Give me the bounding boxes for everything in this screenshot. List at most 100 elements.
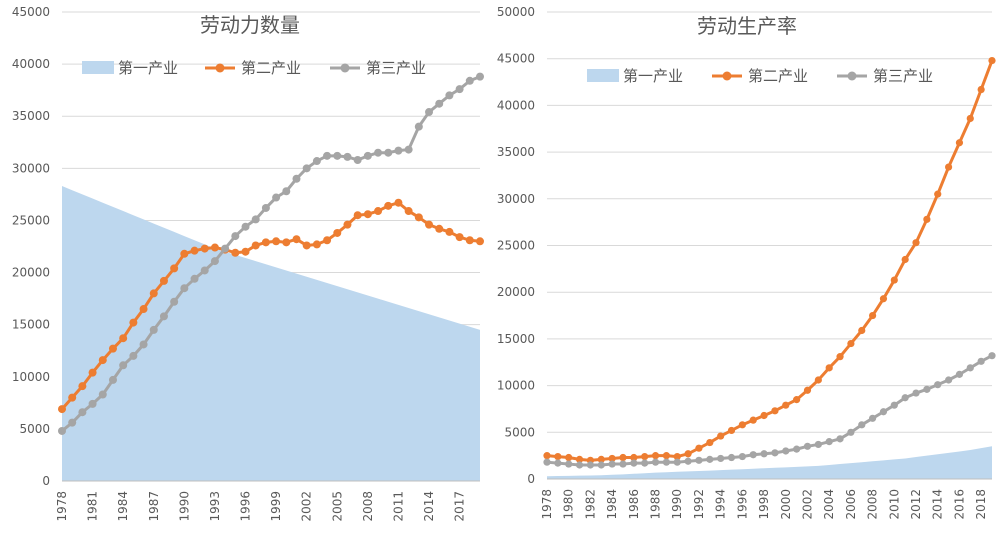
data-point: [190, 246, 199, 255]
x-tick-label: 1982: [583, 489, 597, 520]
data-point: [749, 451, 757, 459]
legend-item: 第三产业: [837, 67, 933, 85]
data-point: [78, 408, 87, 417]
data-point: [988, 352, 996, 360]
data-point: [282, 187, 291, 196]
x-tick-label: 2008: [361, 491, 375, 522]
data-point: [159, 312, 168, 321]
x-tick-label: 1980: [562, 489, 576, 520]
y-tick-label: 30000: [12, 161, 50, 175]
data-point: [231, 248, 240, 257]
line-series-1: [58, 198, 484, 414]
data-point: [782, 401, 790, 409]
x-tick-label: 1987: [147, 491, 161, 522]
x-tick-label: 1981: [86, 491, 100, 522]
chart-panel-labor-productivity: 0 5000 10000 15000 20000 25000 30000 35000 40000…: [492, 0, 1000, 545]
x-tick-label: 1978: [540, 489, 554, 520]
data-point: [180, 249, 189, 258]
data-point: [292, 235, 301, 244]
data-point: [445, 227, 454, 236]
y-tick-label: 5000: [504, 425, 535, 439]
data-point: [68, 393, 77, 402]
y-tick-label: 5000: [19, 422, 50, 436]
y-tick-label: 10000: [497, 379, 535, 393]
data-point: [200, 244, 209, 253]
data-point: [630, 459, 638, 467]
data-point: [414, 213, 423, 222]
data-point: [210, 257, 219, 266]
data-point: [384, 148, 393, 157]
y-tick-label: 10000: [12, 370, 50, 384]
data-point: [651, 458, 660, 466]
legend-marker: [847, 71, 857, 81]
data-point: [955, 370, 964, 378]
data-point: [608, 454, 616, 463]
data-point: [619, 453, 627, 462]
data-point: [695, 444, 703, 452]
data-point: [241, 247, 250, 256]
series-0: [547, 446, 992, 479]
data-point: [323, 236, 332, 245]
data-point: [139, 340, 148, 349]
data-point: [738, 452, 746, 461]
data-point: [353, 211, 362, 220]
line-series-1: [543, 56, 996, 464]
x-tick-label: 2011: [391, 491, 405, 522]
data-point: [717, 432, 725, 440]
chart-title: 劳动生产率: [697, 14, 797, 38]
data-point: [374, 148, 383, 157]
data-point: [782, 447, 790, 455]
x-tick-label: 2018: [974, 489, 988, 520]
data-point: [78, 382, 87, 391]
data-point: [706, 455, 714, 463]
data-point: [966, 364, 974, 372]
data-point: [923, 385, 931, 393]
data-point: [912, 239, 920, 247]
data-point: [988, 56, 996, 65]
data-point: [180, 284, 189, 293]
data-point: [749, 416, 757, 424]
data-point: [836, 353, 844, 361]
data-point: [88, 368, 97, 377]
legend-label: 第二产业: [241, 59, 301, 77]
x-tick-label: 1992: [692, 489, 706, 520]
data-point: [543, 458, 551, 466]
data-point: [879, 295, 888, 303]
data-point: [68, 418, 77, 427]
gridlines: [547, 11, 992, 480]
data-point: [944, 163, 953, 171]
y-tick-label: 30000: [497, 192, 535, 206]
data-point: [251, 241, 260, 250]
data-point: [343, 220, 352, 229]
y-tick-label: 25000: [497, 239, 535, 253]
y-tick-label: 15000: [12, 318, 50, 332]
data-point: [404, 145, 413, 154]
y-tick-label: 45000: [12, 5, 50, 19]
data-point: [159, 276, 168, 285]
y-tick-label: 35000: [497, 145, 535, 159]
data-point: [608, 460, 616, 468]
data-point: [149, 289, 158, 298]
data-point: [170, 264, 179, 273]
data-point: [261, 203, 270, 212]
data-point: [282, 238, 291, 247]
legend-item: 第三产业: [330, 59, 426, 77]
data-point: [88, 399, 97, 408]
data-point: [825, 364, 833, 372]
chart-title: 劳动力数量: [200, 13, 300, 37]
data-point: [869, 311, 877, 320]
data-point: [923, 215, 931, 223]
data-point: [272, 193, 281, 202]
data-point: [312, 157, 321, 166]
data-point: [858, 421, 866, 429]
data-point: [847, 428, 855, 436]
data-point: [977, 357, 985, 365]
line-series-2: [58, 72, 484, 435]
data-point: [890, 276, 898, 284]
data-point: [717, 454, 725, 463]
data-point: [934, 190, 942, 198]
data-point: [58, 405, 66, 414]
data-point: [543, 452, 551, 460]
line-series-2: [543, 352, 996, 469]
